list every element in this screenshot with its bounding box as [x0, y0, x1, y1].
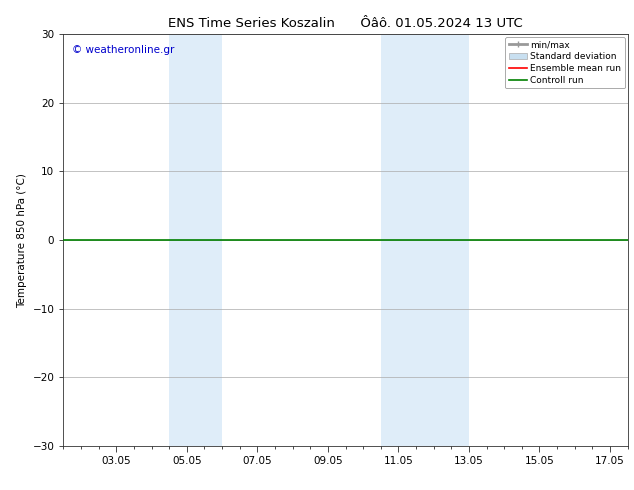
Bar [381, 34, 469, 446]
Text: © weatheronline.gr: © weatheronline.gr [72, 45, 174, 54]
Title: ENS Time Series Koszalin      Ôâô. 01.05.2024 13 UTC: ENS Time Series Koszalin Ôâô. 01.05.2024… [168, 17, 523, 30]
Y-axis label: Temperature 850 hPa (°C): Temperature 850 hPa (°C) [17, 172, 27, 308]
Bar [169, 34, 222, 446]
Legend: min/max, Standard deviation, Ensemble mean run, Controll run: min/max, Standard deviation, Ensemble me… [505, 37, 625, 88]
